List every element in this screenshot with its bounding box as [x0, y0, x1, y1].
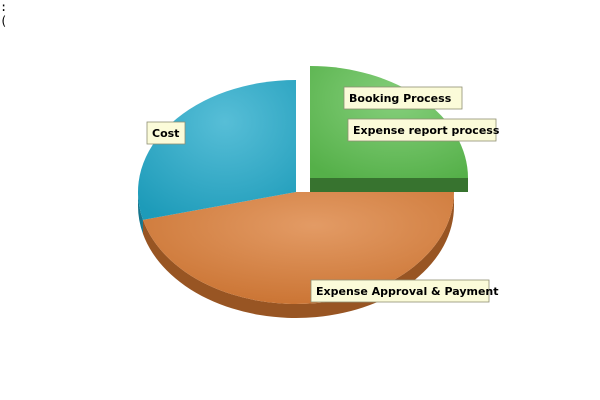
slice-label-expense-report-process: Expense report process [348, 119, 500, 141]
slice-label-expense-approval-payment: Expense Approval & Payment [311, 280, 499, 302]
slice-label-cost: Cost [147, 122, 185, 144]
pie-slice-face-expense-report-process [310, 178, 468, 192]
slice-label-booking-process: Booking Process [344, 87, 462, 109]
slice-label-text-expense-report-process: Expense report process [353, 124, 500, 137]
slice-label-text-cost: Cost [152, 127, 179, 140]
slice-label-text-booking-process: Booking Process [349, 92, 452, 105]
slice-label-text-expense-approval-payment: Expense Approval & Payment [316, 285, 499, 298]
